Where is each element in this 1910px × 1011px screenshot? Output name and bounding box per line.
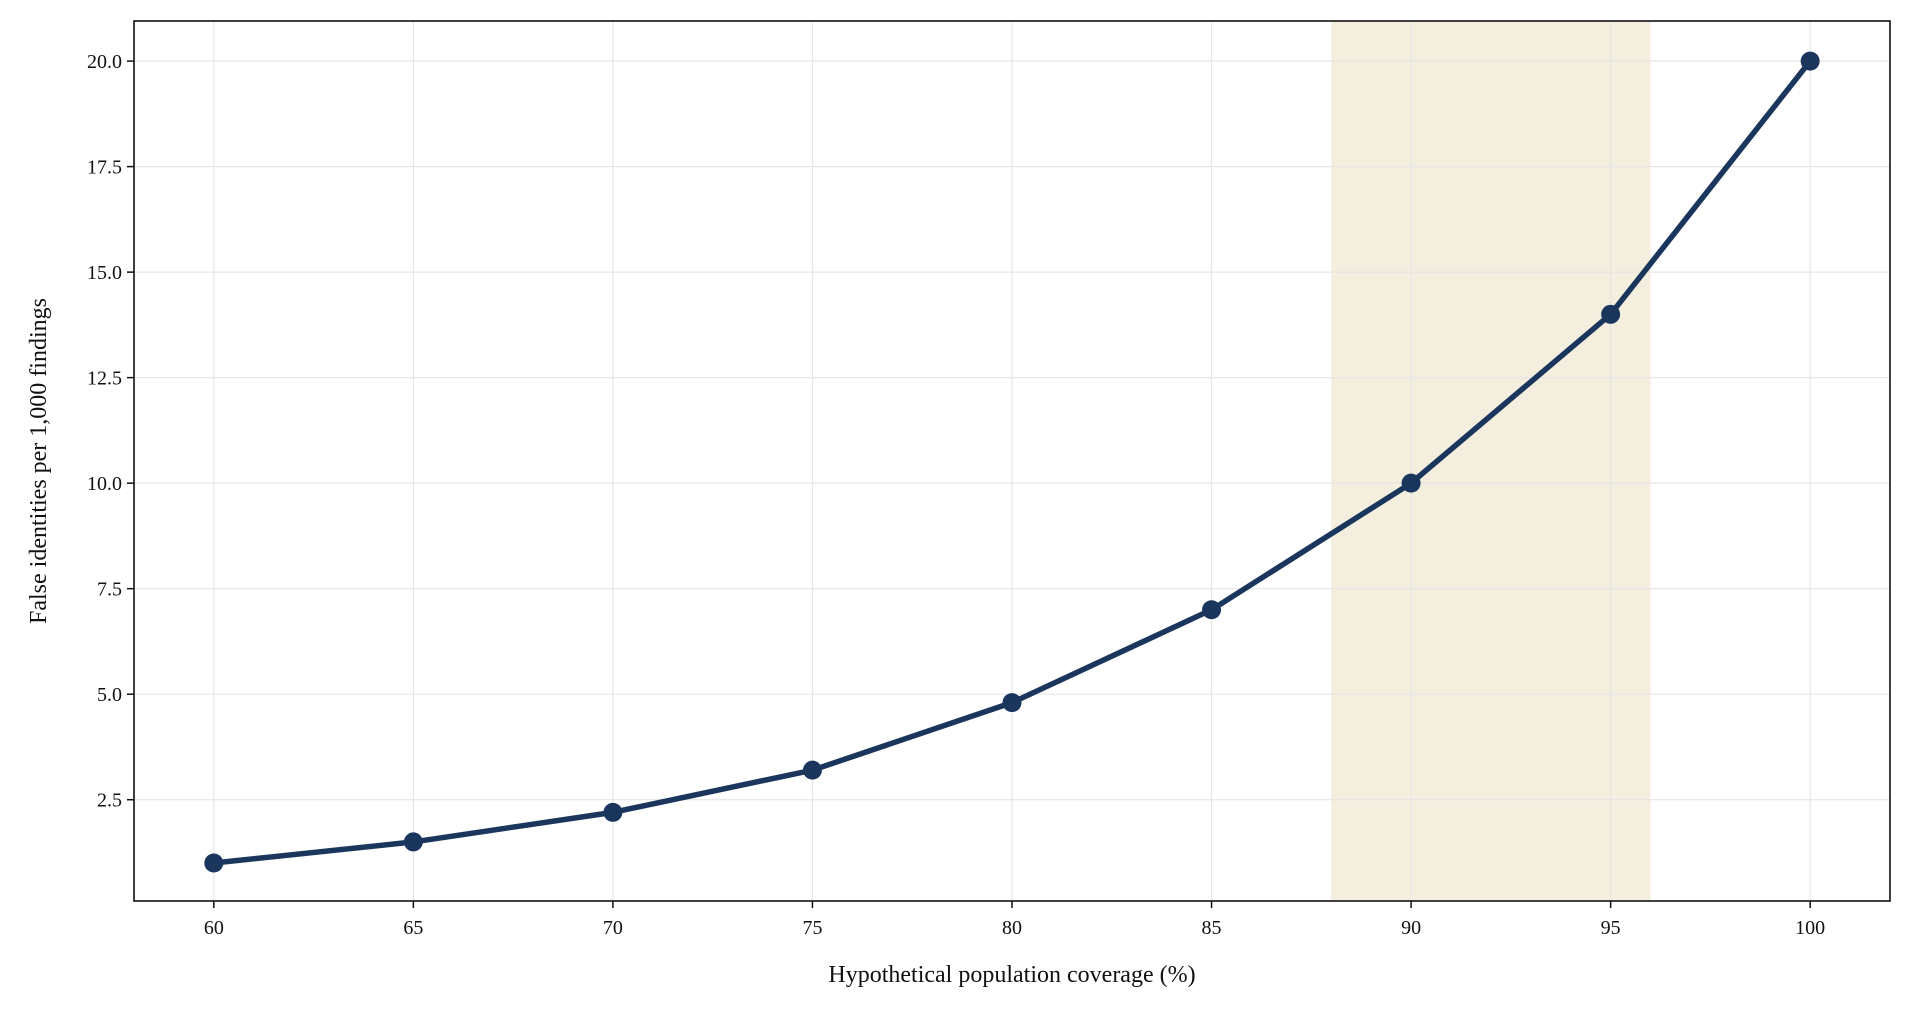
y-tick-label: 10.0: [87, 473, 122, 495]
tick-layer: 60 65 70 75 80 85 90 95 100 2.5 5.0 7.5 10.0 12.5 15.0…: [87, 51, 1825, 939]
data-point: [1002, 693, 1022, 713]
grid-layer: [134, 21, 1890, 901]
x-tick-label: 70: [603, 917, 623, 939]
x-tick-label: 90: [1401, 917, 1421, 939]
x-tick-label: 100: [1795, 917, 1825, 939]
y-tick-label: 17.5: [87, 157, 122, 179]
y-tick-label: 5.0: [97, 684, 122, 706]
data-point: [1202, 600, 1222, 620]
x-tick-label: 60: [204, 917, 224, 939]
x-tick-label: 95: [1601, 917, 1621, 939]
y-tick-label: 7.5: [97, 579, 122, 601]
y-tick-label: 15.0: [87, 262, 122, 284]
x-axis-label: Hypothetical population coverage (%): [828, 962, 1195, 988]
data-point: [403, 832, 423, 852]
y-tick-label: 12.5: [87, 368, 122, 390]
series-layer: [204, 51, 1820, 873]
y-tick-label: 2.5: [97, 790, 122, 812]
data-point: [1800, 51, 1820, 71]
data-point: [204, 853, 224, 873]
highlight-band-layer: [1331, 21, 1651, 901]
x-tick-label: 80: [1002, 917, 1022, 939]
x-tick-label: 85: [1202, 917, 1222, 939]
x-tick-label: 65: [403, 917, 423, 939]
data-point: [603, 802, 623, 822]
y-tick-label: 20.0: [87, 51, 122, 73]
highlight-band: [1331, 21, 1651, 901]
x-tick-label: 75: [802, 917, 822, 939]
y-axis-label: False identities per 1,000 findings: [26, 298, 52, 624]
data-point: [802, 760, 822, 780]
data-point: [1401, 473, 1421, 493]
data-point: [1601, 304, 1621, 324]
